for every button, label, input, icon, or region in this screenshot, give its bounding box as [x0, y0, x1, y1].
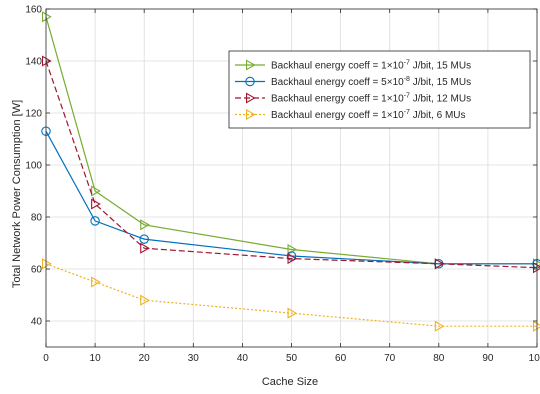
legend-label: Backhaul energy coeff = 1×10-7 J/bit, 6 …	[271, 109, 466, 121]
legend-marker	[246, 92, 256, 104]
legend-entry: Backhaul energy coeff = 1×10-7 J/bit, 12…	[235, 92, 471, 105]
x-tick-label: 10	[90, 353, 102, 364]
legend-marker	[246, 59, 256, 71]
data-point	[139, 234, 149, 244]
data-point	[140, 219, 150, 231]
x-tick-label: 30	[188, 353, 200, 364]
data-point	[41, 258, 52, 270]
data-point	[91, 276, 101, 288]
legend-marker	[246, 108, 256, 121]
series-line	[45, 60, 538, 269]
series-4	[41, 258, 540, 332]
series-line	[45, 263, 537, 327]
y-axis-label: Total Network Power Consumption [W]	[11, 100, 23, 288]
x-tick-label: 50	[286, 353, 298, 364]
data-point	[41, 55, 52, 67]
data-point	[286, 251, 297, 261]
y-tick-label: 100	[25, 161, 42, 172]
legend-label: Backhaul energy coeff = 1×10-7 J/bit, 15…	[271, 60, 471, 72]
x-tick-label: 80	[433, 353, 445, 364]
data-point	[434, 320, 445, 332]
data-point	[434, 258, 445, 270]
x-tick-label: 70	[384, 353, 396, 364]
x-axis-label: Cache Size	[262, 376, 318, 388]
x-tick-label: 20	[139, 353, 151, 364]
legend: Backhaul energy coeff = 1×10-7 J/bit, 15…	[228, 50, 531, 129]
y-tick-label: 160	[25, 5, 42, 16]
data-point	[287, 253, 298, 265]
x-tick-label: 40	[237, 353, 249, 364]
y-tick-label: 80	[31, 213, 43, 224]
data-point	[91, 185, 101, 197]
data-point	[140, 294, 150, 306]
y-tick-label: 140	[25, 57, 42, 68]
x-tick-label: 0	[43, 353, 49, 364]
y-tick-label: 40	[31, 317, 43, 328]
data-point	[91, 198, 101, 210]
data-point	[532, 320, 540, 332]
series-line	[45, 130, 537, 265]
axes-layer: 0 10 20 30 40 50 60 70 80 90 100 40 60 80 100 120 140 160	[25, 5, 540, 365]
y-tick-label: 120	[25, 109, 42, 120]
series-layer	[41, 11, 540, 332]
data-point	[140, 242, 150, 254]
legend-entry: Backhaul energy coeff = 1×10-7 J/bit, 6 …	[235, 108, 466, 121]
legend-label: Backhaul energy coeff = 1×10-7 J/bit, 12…	[271, 93, 471, 105]
data-point	[532, 262, 540, 274]
legend-marker	[245, 76, 255, 87]
y-tick-label: 60	[31, 265, 43, 276]
series-3	[41, 55, 540, 274]
data-point	[90, 216, 100, 226]
legend-entry: Backhaul energy coeff = 5×10-8 J/bit, 15…	[235, 76, 471, 88]
x-tick-label: 90	[482, 353, 494, 364]
legend-label: Backhaul energy coeff = 5×10-8 J/bit, 15…	[271, 76, 471, 88]
x-tick-label: 60	[335, 353, 347, 364]
x-tick-label: 100	[529, 353, 540, 364]
legend-entry: Backhaul energy coeff = 1×10-7 J/bit, 15…	[235, 59, 471, 72]
data-point	[41, 11, 52, 23]
data-point	[287, 307, 298, 319]
legend-box	[228, 50, 531, 129]
